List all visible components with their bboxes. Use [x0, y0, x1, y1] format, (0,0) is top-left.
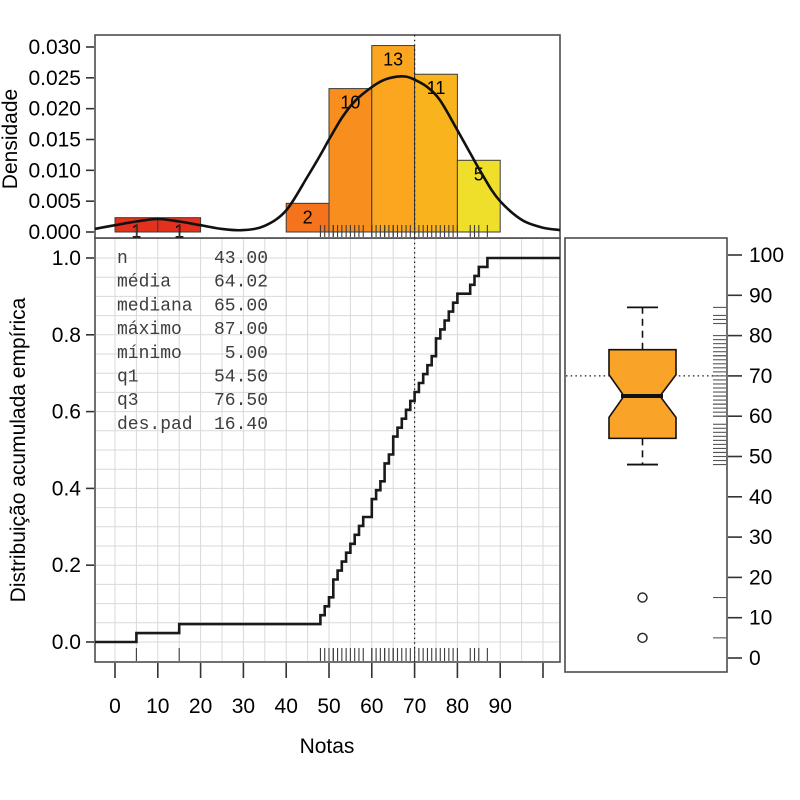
y-tick-label: 0.0 [52, 631, 81, 654]
right-axis-tick-label: 90 [749, 284, 772, 307]
density-tick-label: 0.030 [28, 36, 81, 59]
histogram-bar-label: 13 [383, 50, 403, 70]
y-tick-label: 0.4 [52, 477, 82, 500]
x-tick-label: 30 [232, 695, 255, 718]
boxplot-panel [564, 237, 728, 673]
stats-label: des.pad [117, 415, 193, 435]
x-tick-label: 90 [489, 695, 512, 718]
density-tick-label: 0.000 [28, 221, 81, 244]
histogram-bar-label: 2 [303, 207, 313, 227]
y-tick-label: 0.2 [52, 554, 81, 577]
x-tick-label: 50 [317, 695, 340, 718]
stats-value: 54.50 [214, 368, 268, 388]
density-curve [94, 74, 561, 232]
right-axis-tick-label: 70 [749, 365, 772, 388]
density-tick-label: 0.005 [28, 190, 81, 213]
right-axis-tick-label: 100 [749, 244, 784, 267]
x-tick-label: 80 [446, 695, 469, 718]
ecdf-y-axis-title: Distribuição acumulada empírica [7, 297, 30, 602]
density-tick-label: 0.015 [28, 128, 81, 151]
x-tick-label: 40 [275, 695, 298, 718]
y-tick-label: 0.8 [52, 324, 81, 347]
histogram-bar-label: 11 [427, 78, 446, 98]
density-tick-label: 0.010 [28, 159, 81, 182]
outlier-point [637, 592, 648, 603]
stats-value: 76.50 [214, 391, 268, 411]
stats-label: mínimo [117, 344, 182, 364]
stats-value: 43.00 [214, 249, 268, 269]
stats-value: 16.40 [214, 415, 268, 435]
hist-y-axis-title: Densidade [0, 89, 22, 189]
right-axis-tick-label: 10 [749, 607, 772, 630]
right-axis-tick-label: 50 [749, 446, 772, 469]
x-axis-title: Notas [300, 735, 355, 758]
stats-value: 5.00 [225, 344, 268, 364]
stats-label: média [117, 273, 171, 293]
stats-value: 65.00 [214, 296, 268, 316]
generated-chart-layers: n 43.00 média 64.02 mediana 65.00 máximo 87.00 m… [28, 34, 784, 718]
histogram-bar-label: 10 [340, 93, 360, 113]
x-tick-label: 70 [403, 695, 426, 718]
y-tick-label: 0.6 [52, 401, 81, 424]
stats-label: q3 [117, 391, 139, 411]
histogram-bar [371, 45, 416, 233]
right-axis-tick-label: 40 [749, 486, 772, 509]
histogram-bar [456, 159, 501, 233]
stats-value: 87.00 [214, 320, 268, 340]
density-tick-label: 0.025 [28, 67, 81, 90]
x-tick-label: 10 [146, 695, 169, 718]
right-axis-tick-label: 20 [749, 566, 772, 589]
x-tick-label: 0 [109, 695, 121, 718]
density-tick-label: 0.020 [28, 98, 81, 121]
histogram-bar [285, 202, 330, 233]
right-axis-tick-label: 80 [749, 325, 772, 348]
outlier-point [637, 632, 648, 644]
stats-label: q1 [117, 368, 139, 388]
stats-label: n [117, 249, 128, 269]
x-tick-label: 60 [360, 695, 383, 718]
histogram-bar-label: 5 [474, 164, 484, 184]
ecdf-step-curve [95, 256, 560, 644]
boxplot-box [608, 348, 677, 440]
right-axis-tick-label: 60 [749, 405, 772, 428]
x-tick-label: 20 [189, 695, 212, 718]
histogram-bar [414, 73, 458, 233]
stats-label: máximo [117, 320, 182, 340]
stats-label: mediana [117, 296, 193, 316]
histogram-bar [328, 88, 373, 233]
y-tick-label: 1.0 [52, 247, 81, 270]
right-axis-tick-label: 0 [749, 647, 761, 670]
right-axis-tick-label: 30 [749, 526, 772, 549]
stats-value: 64.02 [214, 273, 268, 293]
